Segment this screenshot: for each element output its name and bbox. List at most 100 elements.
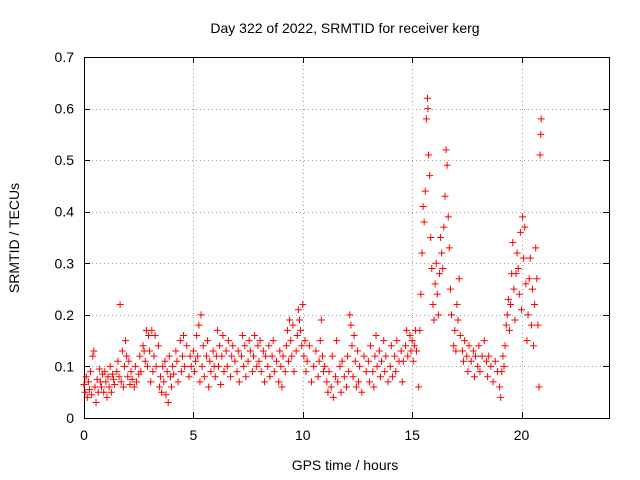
data-point <box>259 347 267 355</box>
data-point <box>356 362 364 370</box>
data-point <box>294 306 302 314</box>
data-point <box>148 326 156 334</box>
y-tick-label: 0.2 <box>55 307 75 323</box>
data-point <box>218 352 226 360</box>
data-point <box>345 368 353 376</box>
data-point <box>125 357 133 365</box>
data-point <box>301 337 309 345</box>
data-point <box>328 352 336 360</box>
data-point <box>113 368 121 376</box>
data-point <box>491 357 499 365</box>
data-point <box>146 347 154 355</box>
data-point <box>469 347 477 355</box>
data-point <box>275 378 283 386</box>
data-point <box>297 326 305 334</box>
data-point <box>507 301 515 309</box>
data-point <box>525 275 533 283</box>
data-point <box>527 321 535 329</box>
data-point <box>421 187 429 195</box>
y-tick-label: 0.6 <box>55 101 75 117</box>
data-point <box>260 378 268 386</box>
data-point <box>111 380 119 388</box>
data-point <box>372 331 380 339</box>
data-point <box>370 383 378 391</box>
data-point <box>431 280 439 288</box>
data-point <box>323 378 331 386</box>
data-point <box>460 357 468 365</box>
data-point <box>82 373 90 381</box>
data-point <box>141 357 149 365</box>
x-tick-label: 15 <box>404 427 420 443</box>
data-point <box>333 337 341 345</box>
data-point <box>314 373 322 381</box>
data-point <box>523 337 531 345</box>
data-point <box>503 311 511 319</box>
y-tick-label: 0.4 <box>55 204 75 220</box>
data-point <box>392 368 400 376</box>
data-point <box>128 375 136 383</box>
x-tick-label: 20 <box>514 427 530 443</box>
data-point <box>461 337 469 345</box>
data-point <box>410 342 418 350</box>
data-point <box>283 326 291 334</box>
data-point <box>81 388 89 396</box>
data-point <box>215 362 223 370</box>
data-point <box>198 362 206 370</box>
data-point <box>391 352 399 360</box>
data-point <box>399 357 407 365</box>
data-point <box>458 347 466 355</box>
data-point <box>382 352 390 360</box>
data-point <box>516 228 524 236</box>
data-point <box>444 213 452 221</box>
data-point <box>219 331 227 339</box>
data-point <box>536 151 544 159</box>
data-point <box>107 388 115 396</box>
data-point <box>500 362 508 370</box>
data-point <box>270 368 278 376</box>
data-point <box>422 115 430 123</box>
data-point <box>177 368 185 376</box>
data-point <box>480 337 488 345</box>
data-point <box>234 347 242 355</box>
data-point <box>420 218 428 226</box>
data-point <box>350 331 358 339</box>
x-axis-ticks: 0 5 10 15 20 <box>80 57 529 443</box>
data-point <box>343 383 350 391</box>
data-point <box>286 316 294 324</box>
data-point <box>161 357 169 365</box>
data-point <box>404 352 412 360</box>
data-point <box>123 352 131 360</box>
data-point <box>424 105 432 113</box>
data-point <box>241 342 249 350</box>
data-point <box>126 380 134 388</box>
data-point <box>346 311 354 319</box>
data-point <box>418 249 426 257</box>
data-point <box>417 290 425 298</box>
data-point <box>384 378 392 386</box>
x-tick-label: 5 <box>189 427 197 443</box>
data-point <box>122 337 130 345</box>
data-point <box>186 352 194 360</box>
data-point <box>332 373 340 381</box>
y-tick-label: 0 <box>66 410 74 426</box>
data-point <box>501 342 509 350</box>
data-point <box>511 316 519 324</box>
data-point <box>127 368 135 376</box>
data-point <box>364 357 372 365</box>
plot-frame <box>84 57 610 419</box>
data-point <box>172 347 180 355</box>
data-point <box>89 352 97 360</box>
data-point <box>240 362 248 370</box>
data-point <box>220 368 228 376</box>
data-point <box>336 362 344 370</box>
data-point <box>231 357 239 365</box>
data-point <box>289 321 297 329</box>
data-point <box>513 249 521 257</box>
data-point <box>117 378 125 386</box>
data-point <box>118 347 126 355</box>
data-point <box>454 316 462 324</box>
data-point <box>137 368 145 376</box>
data-point <box>265 342 273 350</box>
data-point <box>223 362 231 370</box>
x-axis-label: GPS time / hours <box>292 457 399 473</box>
